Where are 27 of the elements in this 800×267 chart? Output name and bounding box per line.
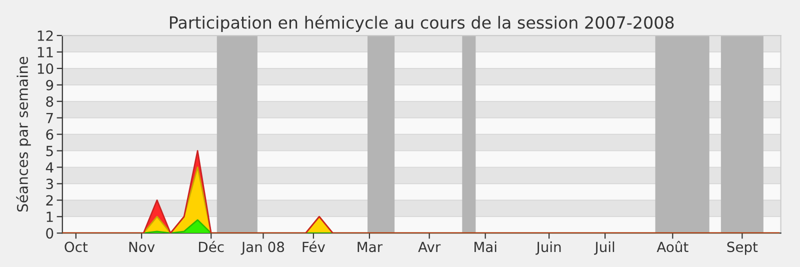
x-tick-label: Jan 08 [240,242,284,255]
x-tick-label: Juil [594,241,614,255]
y-tick-label: 9 [46,80,54,90]
x-tick-label: Déc [199,240,224,252]
y-tick-label: 8 [46,96,54,107]
x-tick-label: Mai [474,241,496,252]
y-tick-label: 5 [46,146,53,156]
x-tick-label: Avr [418,242,441,252]
x-tick-label: Août [656,240,688,252]
y-tick-label: 2 [46,195,53,206]
x-tick-label: Oct [64,242,88,252]
y-tick-label: 4 [46,162,54,173]
y-tick-label: 3 [46,178,53,190]
y-tick-label: 10 [38,63,54,74]
y-tick-label: 6 [46,129,54,140]
x-tick-label: Nov [129,242,155,252]
y-tick-label: 0 [46,228,54,239]
x-tick-label: Juin [536,241,561,255]
y-axis-title: Séances par semaine [16,56,31,212]
y-tick-label: 12 [38,30,53,41]
y-tick-label: 7 [46,112,53,124]
y-tick-label: 1 [46,212,53,222]
y-tick-label: 11 [38,47,53,58]
x-tick-label: Fév [302,240,326,252]
x-tick-label: Sept [727,242,758,255]
chart-title: Participation en hémicycle au cours de la session 2007-2008 [170,15,674,32]
x-tick-label: Mar [358,242,383,252]
